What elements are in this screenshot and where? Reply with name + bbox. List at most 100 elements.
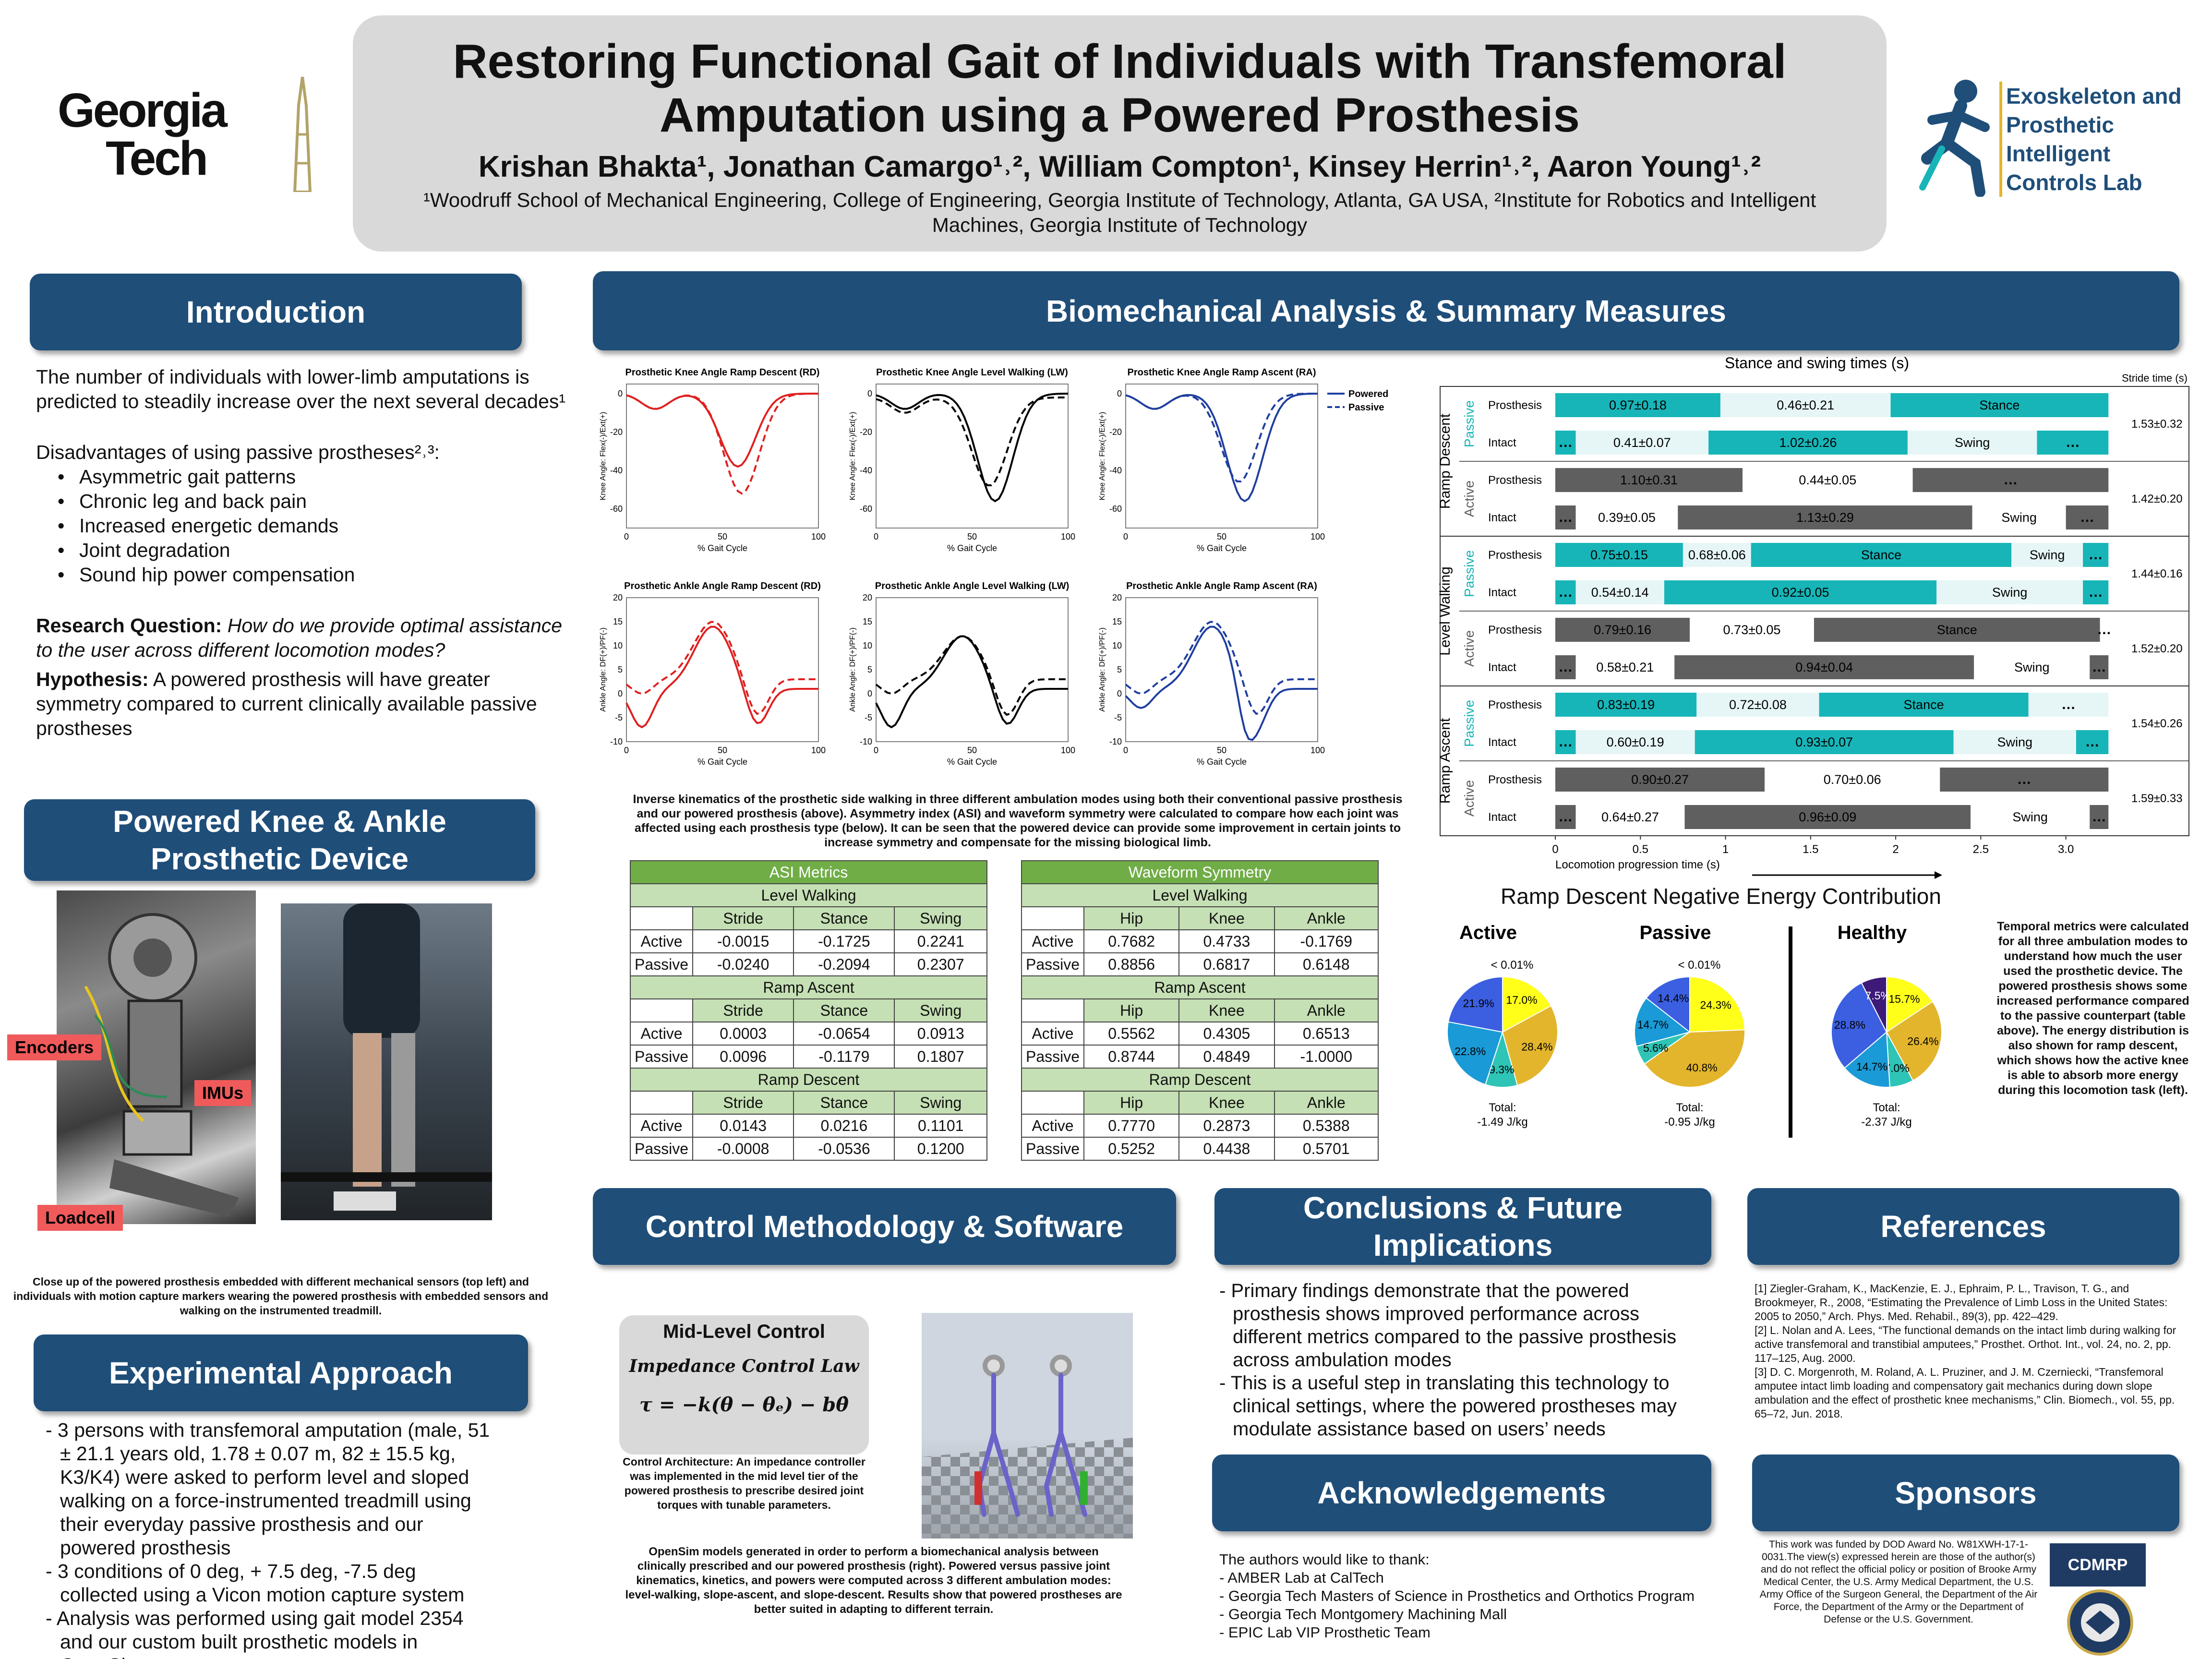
pie-slice xyxy=(1831,982,1887,1069)
table-cell xyxy=(1021,906,1085,930)
gait-bar xyxy=(2090,655,2109,679)
sponsors-text: This work was funded by DOD Award No. W8… xyxy=(1759,1539,2038,1625)
column-header: Stance xyxy=(793,906,895,930)
table-cell xyxy=(629,1091,694,1115)
powered-line xyxy=(1125,625,1318,741)
y-axis-label: Knee Angle: Flex(-)/Ext(+) xyxy=(1098,412,1106,501)
poster-title: Restoring Functional Gait of Individuals… xyxy=(353,35,1887,142)
ref-item: [1] Ziegler-Graham, K., MacKenzie, E. J.… xyxy=(1755,1282,2168,1322)
refs-heading: References xyxy=(1747,1188,2179,1265)
table-cell: 0.5388 xyxy=(1274,1114,1379,1138)
ack-heading: Acknowledgements xyxy=(1212,1455,1711,1531)
column-header: Swing xyxy=(894,998,987,1022)
table-title: Waveform Symmetry xyxy=(1021,860,1379,884)
conclusion-text: Primary findings demonstrate that the po… xyxy=(1231,1280,1677,1370)
x-tick-label: 0 xyxy=(1552,843,1558,856)
bar-label: 0.58±0.21 xyxy=(1596,660,1654,674)
exp-item-text: 3 persons with transfemoral amputation (… xyxy=(58,1419,490,1559)
bar-label: Stance xyxy=(1861,548,1901,562)
slice-label: 26.4% xyxy=(1907,1035,1938,1047)
pie-chart: Active < 0.01% 17.0% 28.4% 9.3%22.8% 21.9% Tot… xyxy=(1447,922,1558,1129)
row-label: Prosthesis xyxy=(1488,624,1542,637)
pie-slice xyxy=(1502,1005,1558,1086)
table-cell: 0.2241 xyxy=(894,929,987,953)
affiliations: ¹Woodruff School of Mechanical Engineeri… xyxy=(423,189,1816,236)
title-line-1: Restoring Functional Gait of Individuals… xyxy=(453,35,1787,88)
y-tick-label: -5 xyxy=(615,713,623,722)
intro-p2: Disadvantages of using passive prosthese… xyxy=(36,441,440,463)
table-row: Active 0.7770 0.2873 0.5388 xyxy=(1021,1114,1379,1138)
gait-bar xyxy=(1555,505,1576,529)
gait-bar xyxy=(1690,618,1814,642)
table-cell: 0.5562 xyxy=(1083,1022,1180,1046)
label-loadcell: Loadcell xyxy=(37,1205,123,1231)
prosthesis-drawing xyxy=(84,913,239,1217)
pie-chart: Healthy15.7%26.4%7.0%14.7%28.8%7.5%Total… xyxy=(1831,922,1942,1129)
lab-line-3: Intelligent xyxy=(1999,139,2182,168)
gait-bar xyxy=(1765,768,1940,792)
opensim-image xyxy=(922,1313,1133,1539)
row-label: Intact xyxy=(1488,811,1516,824)
bio-caption: Inverse kinematics of the prosthetic sid… xyxy=(633,793,1403,849)
plot-frame xyxy=(876,384,1069,529)
table-cell: Passive xyxy=(1021,1045,1085,1069)
table-cell: 0.7682 xyxy=(1083,929,1180,953)
ack-item: - AMBER Lab at CalTech xyxy=(1219,1569,1384,1586)
exp-body: - 3 persons with transfemoral amputation… xyxy=(46,1419,497,1659)
plot-frame xyxy=(1125,597,1318,742)
waveform-table: Waveform Symmetry Level Walking Hip Knee Ank… xyxy=(1021,860,1379,1161)
row-label: Prosthesis xyxy=(1488,549,1542,562)
kinematic-plot: Prosthetic Knee Angle Ramp Descent (RD) 0… xyxy=(599,367,826,553)
x-tick-label: 0 xyxy=(1123,532,1128,541)
table-row: Active -0.0015 -0.1725 0.2241 xyxy=(629,929,987,953)
y-tick-label: 0 xyxy=(867,389,872,398)
x-axis-label: Locomotion progression time (s) xyxy=(1555,858,1720,871)
condition-label: Passive xyxy=(1462,700,1477,747)
gait-bar xyxy=(1972,505,2066,529)
column-header: Ankle xyxy=(1274,1091,1379,1115)
table-cell xyxy=(1021,998,1085,1022)
gait-bar xyxy=(2011,543,2083,567)
stride-time: 1.52±0.20 xyxy=(2131,642,2183,655)
bar-label: Swing xyxy=(1992,585,2028,600)
bio-heading: Biomechanical Analysis & Summary Measure… xyxy=(593,271,2179,350)
cdmrp-text: CDMRP xyxy=(2068,1555,2128,1574)
gait-bar xyxy=(1575,505,1678,529)
table-row: Passive -0.0240 -0.2094 0.2307 xyxy=(629,952,987,976)
column-header: Hip xyxy=(1083,906,1180,930)
y-tick-label: -40 xyxy=(1109,466,1122,475)
bar-label: Swing xyxy=(1955,435,1990,450)
gait-bar xyxy=(1575,805,1685,829)
y-tick-label: 0 xyxy=(867,689,872,698)
pie-slice xyxy=(1844,1031,1890,1088)
gait-bar xyxy=(1555,768,1765,792)
table-cell: Passive xyxy=(629,1137,694,1161)
y-tick-label: 15 xyxy=(863,617,872,626)
intro-heading: Introduction xyxy=(30,274,522,350)
gait-bar xyxy=(1555,468,1743,492)
slice-label: 24.3% xyxy=(1700,999,1731,1011)
lab-line-1: Exoskeleton and xyxy=(1999,82,2182,110)
table-cell: -0.0015 xyxy=(692,929,794,953)
table-cell: -1.0000 xyxy=(1274,1045,1379,1069)
y-tick-label: -20 xyxy=(610,427,623,437)
table-section: Ramp Descent xyxy=(1021,1068,1379,1092)
bar-label: … xyxy=(2092,809,2106,825)
title-line-2: Amputation using a Powered Prosthesis xyxy=(660,88,1580,142)
slice-label: 7.5% xyxy=(1865,989,1890,1002)
x-tick-label: 1 xyxy=(1722,843,1729,856)
x-tick-label: 3.0 xyxy=(2058,843,2074,856)
gait-bar xyxy=(2090,805,2109,829)
pie-slice xyxy=(1447,976,1503,1033)
bar-label: … xyxy=(1558,809,1573,825)
table-cell: 0.4438 xyxy=(1178,1137,1275,1161)
control-box: Mid-Level Control Impedance Control Law … xyxy=(619,1315,869,1455)
pie-chart: Passive< 0.01%24.3%40.8%5.6%14.7%14.4%To… xyxy=(1634,922,1745,1129)
pie-total: -1.49 J/kg xyxy=(1477,1116,1527,1129)
slice-label: 28.4% xyxy=(1521,1041,1552,1053)
condition-label: Passive xyxy=(1462,400,1477,447)
bar-label: 0.72±0.08 xyxy=(1729,697,1787,712)
bar-label: … xyxy=(2089,547,2103,563)
x-tick-label: 50 xyxy=(967,532,977,541)
ack-item: - Georgia Tech Masters of Science in Pro… xyxy=(1219,1587,1695,1604)
